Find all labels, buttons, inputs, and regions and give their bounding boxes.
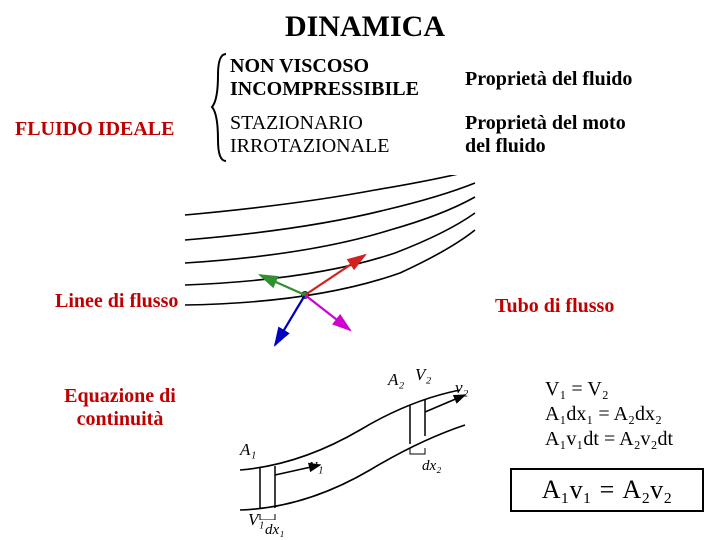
label-prop-moto1: Proprietà del moto xyxy=(465,112,626,135)
label-fluido-ideale: FLUIDO IDEALE xyxy=(15,118,174,141)
eq-main-left: A₁v₁ xyxy=(542,475,592,505)
tube-V1: V₁ xyxy=(248,510,264,530)
tube-dx1: dx₁ xyxy=(265,522,284,539)
eq-main-sep: = xyxy=(600,475,615,505)
eq-main-box: A₁v₁ = A₂v₂ xyxy=(510,468,704,512)
label-incompressibile: INCOMPRESSIBILE xyxy=(230,78,419,101)
brace-icon xyxy=(208,50,230,165)
label-tubo-flusso: Tubo di flusso xyxy=(495,295,614,318)
label-prop-moto2: del fluido xyxy=(465,135,546,158)
page-title: DINAMICA xyxy=(285,10,445,44)
label-non-viscoso: NON VISCOSO xyxy=(230,55,369,78)
tube-v2: v₂ xyxy=(455,378,468,398)
label-eq-cont2: continuità xyxy=(45,408,195,431)
eq-adx: A₁dx₁ = A₂dx₂ xyxy=(545,403,662,426)
label-prop-fluido: Proprietà del fluido xyxy=(465,68,632,91)
tube-dx2: dx₂ xyxy=(422,458,441,475)
eq-v1v2: V₁ = V₂ xyxy=(545,378,609,401)
eq-main-right: A₂v₂ xyxy=(622,475,672,505)
tube-v1: v₁ xyxy=(310,455,323,475)
tube-V2: V₂ xyxy=(415,365,431,385)
label-eq-cont1: Equazione di xyxy=(45,385,195,408)
label-irrotazionale: IRROTAZIONALE xyxy=(230,135,389,158)
label-stazionario: STAZIONARIO xyxy=(230,112,363,135)
tube-A1: A₁ xyxy=(240,440,256,460)
eq-avdt: A₁v₁dt = A₂v₂dt xyxy=(545,428,673,451)
label-linee-flusso: Linee di flusso xyxy=(55,290,178,313)
tube-A2: A₂ xyxy=(388,370,404,390)
flowlines-icon xyxy=(175,175,485,355)
